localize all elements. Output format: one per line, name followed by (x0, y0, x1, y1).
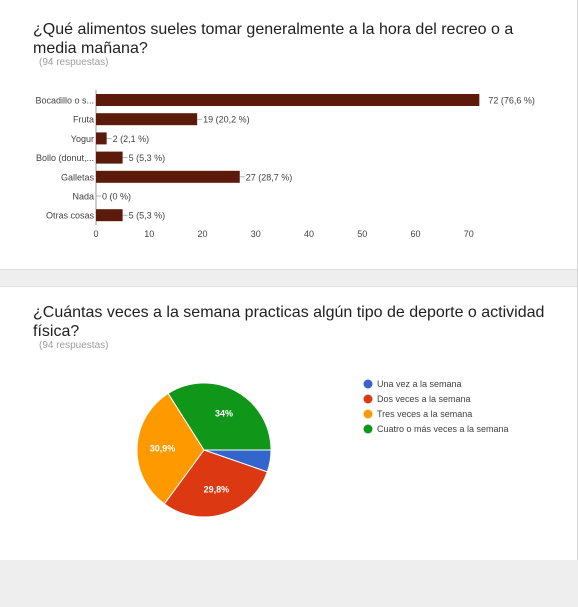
legend-label: Cuatro o más veces a la semana (377, 424, 509, 434)
response-count: (94 respuestas) (39, 340, 109, 351)
legend-label: Dos veces a la semana (377, 394, 471, 404)
legend-label: Una vez a la semana (377, 379, 462, 389)
value-label: 19 (20,2 %) (203, 115, 250, 125)
bar (96, 94, 480, 106)
legend-label: Tres veces a la semana (377, 409, 472, 419)
legend-marker (363, 424, 373, 434)
category-label: Yogur (71, 134, 94, 144)
category-label: Bocadillo o s... (35, 96, 94, 106)
value-label: 0 (0 %) (102, 192, 131, 202)
question-card-sport: ¿Cuántas veces a la semana practicas alg… (0, 286, 578, 560)
x-tick-label: 50 (357, 229, 367, 239)
category-label: Galletas (61, 172, 95, 182)
slice-label: 29,8% (204, 485, 230, 495)
pie-slice (136, 392, 205, 505)
pie-slice (163, 449, 268, 518)
x-tick-label: 0 (93, 229, 98, 239)
bar (96, 170, 240, 183)
legend-marker (363, 394, 373, 404)
x-tick-label: 40 (304, 229, 314, 239)
pie-chart: 29,8% 30,9% 34% Una vez a la semana Dos vece… (136, 379, 509, 518)
legend-marker (363, 409, 373, 419)
category-label: Bollo (donut,... (36, 153, 94, 163)
bar (96, 113, 198, 126)
x-tick-label: 10 (144, 229, 154, 239)
category-label: Otras cosas (46, 211, 95, 221)
question-title: ¿Cuántas veces a la semana practicas alg… (33, 304, 545, 340)
question-card-food: ¿Qué alimentos sueles tomar generalmente… (0, 0, 578, 270)
legend-marker (363, 379, 373, 389)
pie-slice (167, 382, 272, 451)
bar (96, 209, 123, 222)
x-tick-label: 70 (464, 229, 474, 239)
category-label: Fruta (73, 115, 94, 125)
x-tick-label: 60 (410, 229, 420, 239)
x-tick-label: 30 (251, 229, 261, 239)
x-tick-label: 20 (197, 229, 207, 239)
value-label: 72 (76,6 %) (488, 96, 535, 106)
value-label: 2 (2,1 %) (113, 134, 150, 144)
bar (96, 132, 107, 145)
slice-label: 34% (215, 409, 233, 419)
value-label: 5 (5,3 %) (129, 153, 166, 163)
response-count: (94 respuestas) (39, 57, 109, 68)
question-title: ¿Qué alimentos sueles tomar generalmente… (33, 21, 514, 57)
value-label: 5 (5,3 %) (129, 211, 166, 221)
value-label: 27 (28,7 %) (246, 172, 293, 182)
bar (96, 151, 123, 164)
category-label: Nada (72, 192, 94, 202)
bar-chart: Bocadillo o s... 72 (76,6 %) Fruta 19 (20,2… (35, 90, 535, 239)
slice-label: 30,9% (150, 444, 176, 454)
